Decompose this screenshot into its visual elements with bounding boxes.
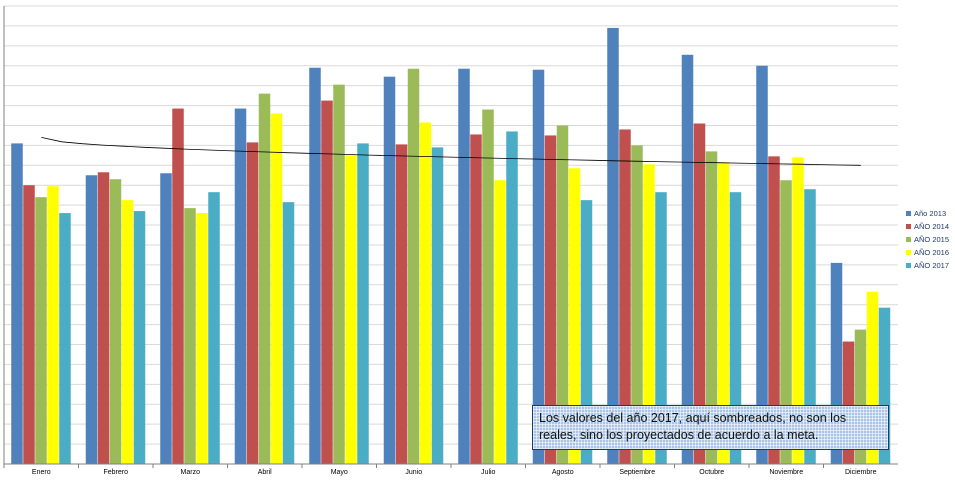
bar: [580, 200, 593, 465]
bar: [792, 157, 804, 465]
bar: [631, 145, 643, 465]
legend-swatch: [906, 263, 911, 268]
bar: [643, 164, 655, 464]
bar: [470, 134, 482, 464]
legend-label: AÑO 2014: [914, 222, 950, 231]
trendline: [41, 137, 861, 166]
bar: [506, 131, 518, 464]
bar: [866, 291, 879, 464]
legend-swatch: [906, 211, 911, 216]
x-tick-label: Octubre: [699, 469, 724, 476]
bar: [383, 76, 396, 464]
bar: [121, 200, 134, 465]
bar: [431, 147, 444, 464]
bar: [842, 341, 855, 464]
legend-item: AÑO 2017: [906, 259, 949, 272]
legend-label: AÑO 2017: [914, 261, 950, 270]
gridlines: [3, 5, 898, 465]
bar: [419, 122, 432, 464]
legend-label: AÑO 2016: [914, 248, 950, 257]
legend-swatch: [906, 224, 911, 229]
bar: [407, 68, 420, 465]
bar: [357, 143, 369, 464]
bar: [208, 192, 220, 464]
bar: [345, 155, 357, 464]
bar: [258, 93, 271, 464]
legend-swatch: [906, 237, 911, 242]
bar: [184, 208, 196, 464]
bar: [309, 67, 321, 464]
bar: [768, 156, 780, 464]
annotation-box: Los valores del año 2017, aquí sombreado…: [532, 405, 889, 450]
x-tick-label: Junio: [405, 469, 422, 476]
x-tick-label: Enero: [32, 469, 51, 476]
legend-item: AÑO 2014: [906, 220, 949, 233]
bar: [395, 144, 408, 465]
bar: [321, 100, 333, 464]
bar: [196, 213, 208, 464]
bar: [333, 84, 345, 464]
bar: [619, 129, 631, 464]
x-tick-label: Septiembre: [619, 469, 655, 476]
bar: [23, 185, 35, 464]
bar: [878, 307, 891, 464]
bar: [532, 69, 545, 464]
legend-swatch: [906, 250, 911, 255]
x-tick-label: Marzo: [181, 469, 201, 476]
bar: [160, 173, 172, 464]
bar: [85, 175, 98, 464]
bar: [246, 142, 259, 464]
legend-item: AÑO 2015: [906, 233, 949, 246]
bar: [47, 186, 59, 464]
bar: [804, 189, 816, 464]
bar: [97, 172, 110, 464]
x-tick-label: Abril: [258, 469, 272, 476]
bar: [854, 329, 867, 464]
bar: [693, 123, 706, 465]
bar: [544, 135, 557, 464]
bar: [756, 65, 768, 464]
bar: [234, 108, 247, 464]
legend-label: AÑO 2015: [914, 235, 950, 244]
bar: [458, 68, 470, 465]
bars: [11, 27, 891, 465]
legend: Año 2013 AÑO 2014 AÑO 2015 AÑO 2016 AÑO …: [906, 207, 949, 272]
x-tick-label: Julio: [481, 469, 496, 476]
bar: [729, 192, 742, 464]
legend-item: AÑO 2016: [906, 246, 949, 259]
bar: [681, 54, 694, 464]
bar: [494, 180, 506, 464]
x-tick-label: Febrero: [103, 469, 128, 476]
bar: [655, 192, 667, 464]
bar: [133, 211, 146, 464]
bar: [11, 143, 23, 464]
x-axis: Enero Febrero Marzo Abril Mayo Junio Julio Agos…: [3, 463, 898, 476]
bar: [109, 179, 122, 465]
bar: [780, 180, 792, 464]
x-tick-label: Noviembre: [769, 469, 803, 476]
bar: [59, 213, 71, 464]
annotation-line: reales, sino los proyectados de acuerdo …: [539, 428, 819, 442]
bar: [607, 27, 619, 464]
bar: [482, 109, 494, 465]
bar: [282, 202, 295, 464]
trendline: [41, 137, 861, 166]
x-tick-label: Diciembre: [845, 469, 877, 476]
bar: [172, 108, 184, 464]
bar: [35, 197, 47, 464]
bar: [556, 125, 569, 464]
bar: [830, 262, 843, 464]
bar: [705, 151, 718, 464]
x-tick-label: Agosto: [552, 469, 574, 476]
legend-item: Año 2013: [906, 207, 949, 220]
legend-label: Año 2013: [914, 209, 947, 218]
annotation-line: Los valores del año 2017, aquí sombreado…: [539, 411, 847, 425]
bar: [568, 168, 581, 464]
bar: [270, 113, 283, 465]
x-tick-label: Mayo: [331, 469, 348, 476]
bar: [717, 162, 730, 465]
